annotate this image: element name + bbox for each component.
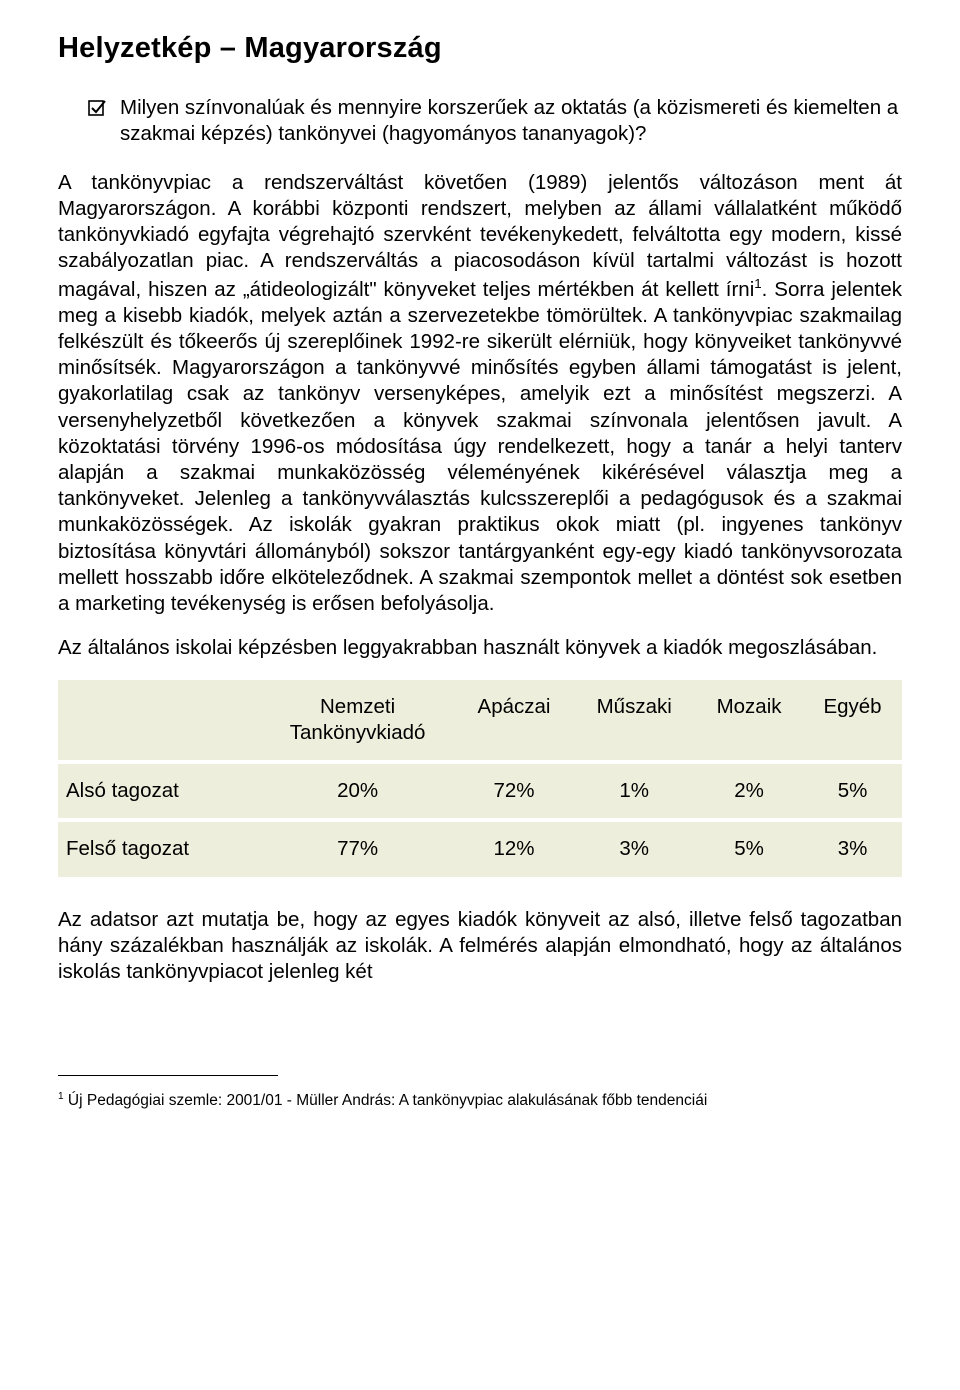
cell: 3% (803, 820, 902, 878)
col-blank (58, 680, 261, 762)
paragraph-1b: . Sorra jelentek meg a kisebb kiadók, me… (58, 277, 902, 615)
table-header-row: Nemzeti Tankönyvkiadó Apáczai Műszaki Mo… (58, 680, 902, 762)
col-muszaki: Műszaki (573, 680, 695, 762)
cell: 5% (695, 820, 803, 878)
cell: Alsó tagozat (58, 762, 261, 820)
cell: Felső tagozat (58, 820, 261, 878)
col-nemzeti: Nemzeti Tankönyvkiadó (261, 680, 455, 762)
table-row: Alsó tagozat 20% 72% 1% 2% 5% (58, 762, 902, 820)
col-egyeb: Egyéb (803, 680, 902, 762)
col-apaczai: Apáczai (455, 680, 574, 762)
paragraph-1: A tankönyvpiac a rendszerváltást követőe… (58, 170, 902, 618)
paragraph-3: Az adatsor azt mutatja be, hogy az egyes… (58, 907, 902, 986)
bullet-item: Milyen színvonalúak és mennyire korszerű… (58, 95, 902, 147)
page-title: Helyzetkép – Magyarország (58, 30, 902, 67)
cell: 2% (695, 762, 803, 820)
footnote-separator (58, 1075, 278, 1076)
col-mozaik: Mozaik (695, 680, 803, 762)
cell: 1% (573, 762, 695, 820)
cell: 5% (803, 762, 902, 820)
cell: 3% (573, 820, 695, 878)
cell: 72% (455, 762, 574, 820)
cell: 12% (455, 820, 574, 878)
footnote-text: Új Pedagógiai szemle: 2001/01 - Müller A… (64, 1092, 708, 1109)
table-row: Felső tagozat 77% 12% 3% 5% 3% (58, 820, 902, 878)
checkbox-checked-icon (88, 99, 106, 125)
cell: 20% (261, 762, 455, 820)
footnote-ref-1: 1 (754, 276, 761, 291)
paragraph-2: Az általános iskolai képzésben leggyakra… (58, 635, 902, 661)
bullet-text: Milyen színvonalúak és mennyire korszerű… (120, 95, 902, 147)
publishers-table: Nemzeti Tankönyvkiadó Apáczai Műszaki Mo… (58, 680, 902, 881)
footnote-1: 1 Új Pedagógiai szemle: 2001/01 - Müller… (58, 1090, 902, 1111)
cell: 77% (261, 820, 455, 878)
